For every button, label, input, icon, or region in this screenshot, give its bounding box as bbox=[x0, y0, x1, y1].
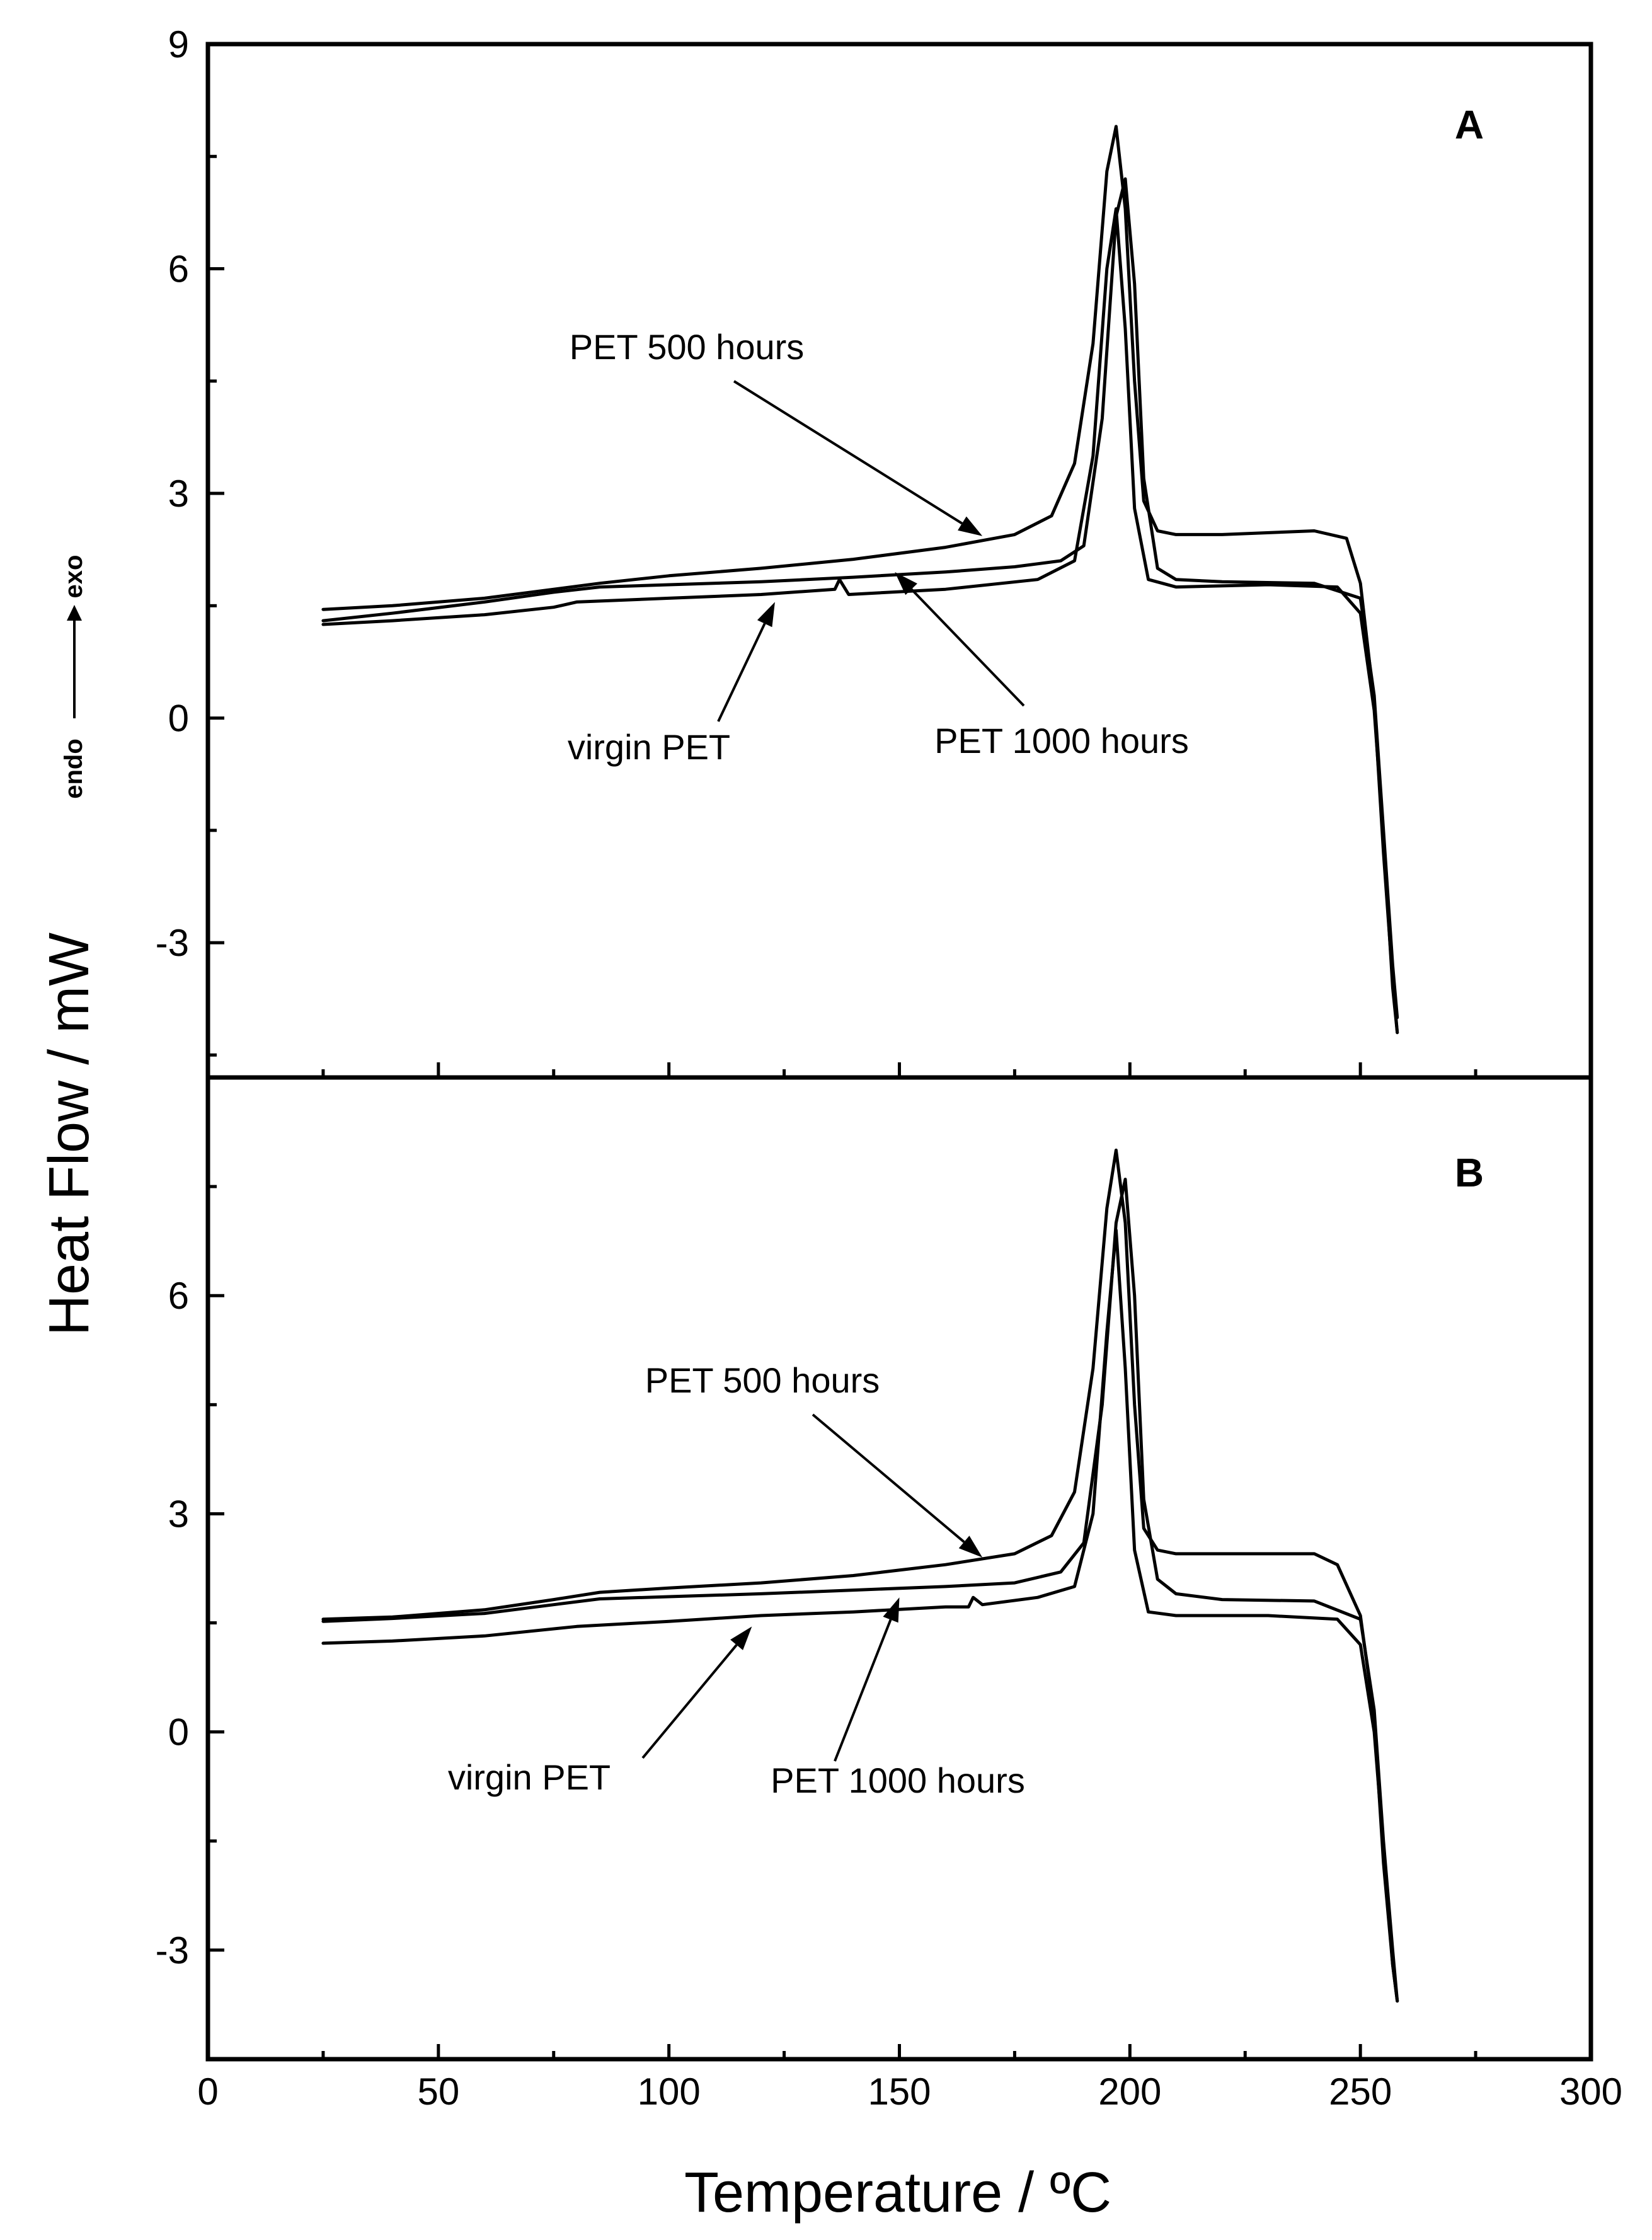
panel-a-y-tick-label: 3 bbox=[168, 473, 189, 515]
endo-exo-indicator: endo exo bbox=[60, 555, 88, 799]
panel-b-annotation-arrow bbox=[641, 1644, 738, 1759]
panel-a-series bbox=[321, 125, 1399, 1035]
x-tick-label: 250 bbox=[1329, 2071, 1392, 2113]
panel-a-y-tick-label: 9 bbox=[168, 23, 189, 66]
panel-b-y-tick-label: 3 bbox=[168, 1493, 189, 1535]
panel-a-y-tick-label: 6 bbox=[168, 248, 189, 290]
panel-b-annotation-arrow bbox=[834, 1619, 892, 1762]
x-tick-label: 200 bbox=[1098, 2071, 1161, 2113]
y-axis-title: Heat Flow / mW bbox=[38, 933, 101, 1336]
panel-a-series-pet-1000-hours bbox=[321, 177, 1399, 1019]
panel-a-series-virgin-pet bbox=[321, 207, 1399, 1035]
panel-b-series-pet-500-hours bbox=[321, 1148, 1399, 2003]
panel-a-label: A bbox=[1455, 102, 1484, 147]
panel-b-annotation-arrow-head bbox=[730, 1626, 752, 1650]
panel-b-series bbox=[321, 1148, 1399, 2003]
panel-b: 6 3 0 -3 PET 500 hours virgin PET PET 1000 ho… bbox=[156, 1076, 1593, 2061]
panel-b-y-tick-label: 6 bbox=[168, 1275, 189, 1317]
panel-a-annotation-arrow bbox=[910, 588, 1025, 707]
panel-a-annotation-label: PET 1000 hours bbox=[934, 721, 1189, 761]
panel-b-annotation-arrow-head bbox=[883, 1597, 900, 1623]
panel-a-annotation-arrow-head bbox=[757, 602, 775, 628]
panel-a-annotation-arrow-head bbox=[895, 571, 917, 595]
exo-label: exo bbox=[60, 555, 88, 599]
panel-a-annotation-arrow-head bbox=[958, 516, 983, 536]
x-tick-label: 300 bbox=[1559, 2071, 1622, 2113]
panel-a-series-pet-500-hours bbox=[321, 125, 1399, 1035]
panel-b-frame bbox=[205, 1075, 1593, 2062]
panel-b-annotation-arrow-head bbox=[958, 1536, 983, 1558]
panel-a-annotation-arrow bbox=[717, 623, 766, 722]
panel-a-annotation-label: PET 500 hours bbox=[570, 327, 805, 367]
x-tick-label: 50 bbox=[417, 2071, 459, 2113]
panel-b-annotation-label: PET 500 hours bbox=[645, 1360, 880, 1400]
x-tick-label: 150 bbox=[868, 2071, 931, 2113]
panel-b-y-tick-label: 0 bbox=[168, 1711, 189, 1754]
panel-a-ticks: 9 6 3 0 -3 bbox=[156, 23, 1593, 1077]
exo-arrow-head bbox=[67, 605, 82, 621]
x-axis-title: Temperature / ºC bbox=[684, 2161, 1111, 2224]
x-tick-label: 0 bbox=[197, 2071, 218, 2113]
panel-b-label: B bbox=[1455, 1150, 1484, 1195]
panel-b-annotation-label: virgin PET bbox=[448, 1757, 611, 1797]
panel-b-series-virgin-pet bbox=[321, 1228, 1399, 2003]
panel-b-annotations: PET 500 hours virgin PET PET 1000 hours bbox=[448, 1360, 1025, 1800]
x-tick-label: 100 bbox=[638, 2071, 701, 2113]
panel-b-y-tick-label: -3 bbox=[156, 1929, 189, 1972]
panel-a-annotation-label: virgin PET bbox=[568, 727, 730, 767]
panel-b-annotation-label: PET 1000 hours bbox=[771, 1760, 1025, 1800]
panel-a: 9 6 3 0 -3 PET 500 hours virgin PET PET 1000 h… bbox=[156, 23, 1593, 1077]
panel-a-annotation-arrow bbox=[733, 380, 963, 525]
panel-b-annotation-arrow bbox=[812, 1413, 965, 1543]
panel-a-y-tick-label: 0 bbox=[168, 698, 189, 740]
panel-a-y-tick-label: -3 bbox=[156, 922, 189, 964]
x-tick-labels: 0 50 100 150 200 250 300 bbox=[197, 2071, 1622, 2113]
panel-a-annotations: PET 500 hours virgin PET PET 1000 hours bbox=[568, 327, 1189, 767]
endo-label: endo bbox=[60, 738, 88, 799]
